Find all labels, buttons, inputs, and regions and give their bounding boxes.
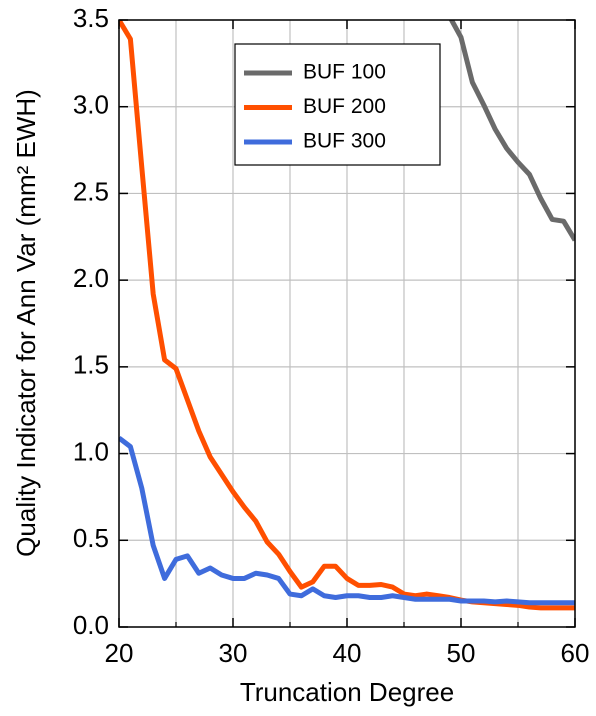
y-tick-label: 2.0 xyxy=(73,263,109,293)
x-tick-label: 20 xyxy=(105,638,134,668)
y-tick-label: 1.0 xyxy=(73,436,109,466)
y-tick-label: 3.5 xyxy=(73,3,109,33)
legend-label: BUF 200 xyxy=(303,95,386,118)
y-tick-label: 0.5 xyxy=(73,523,109,553)
legend-label: BUF 100 xyxy=(303,61,386,84)
y-tick-label: 0.0 xyxy=(73,610,109,640)
x-tick-label: 50 xyxy=(447,638,476,668)
x-axis-title: Truncation Degree xyxy=(240,677,454,707)
x-tick-label: 30 xyxy=(219,638,248,668)
y-axis-title: Quality Indicator for Ann Var (mm² EWH) xyxy=(11,89,41,557)
y-tick-label: 1.5 xyxy=(73,350,109,380)
y-tick-label: 3.0 xyxy=(73,90,109,120)
x-tick-label: 60 xyxy=(561,638,590,668)
series-line xyxy=(119,435,575,606)
legend-label: BUF 300 xyxy=(303,130,386,153)
x-tick-label: 40 xyxy=(333,638,362,668)
series-line xyxy=(448,20,575,242)
y-tick-label: 2.5 xyxy=(73,176,109,206)
legend-box xyxy=(234,43,441,166)
